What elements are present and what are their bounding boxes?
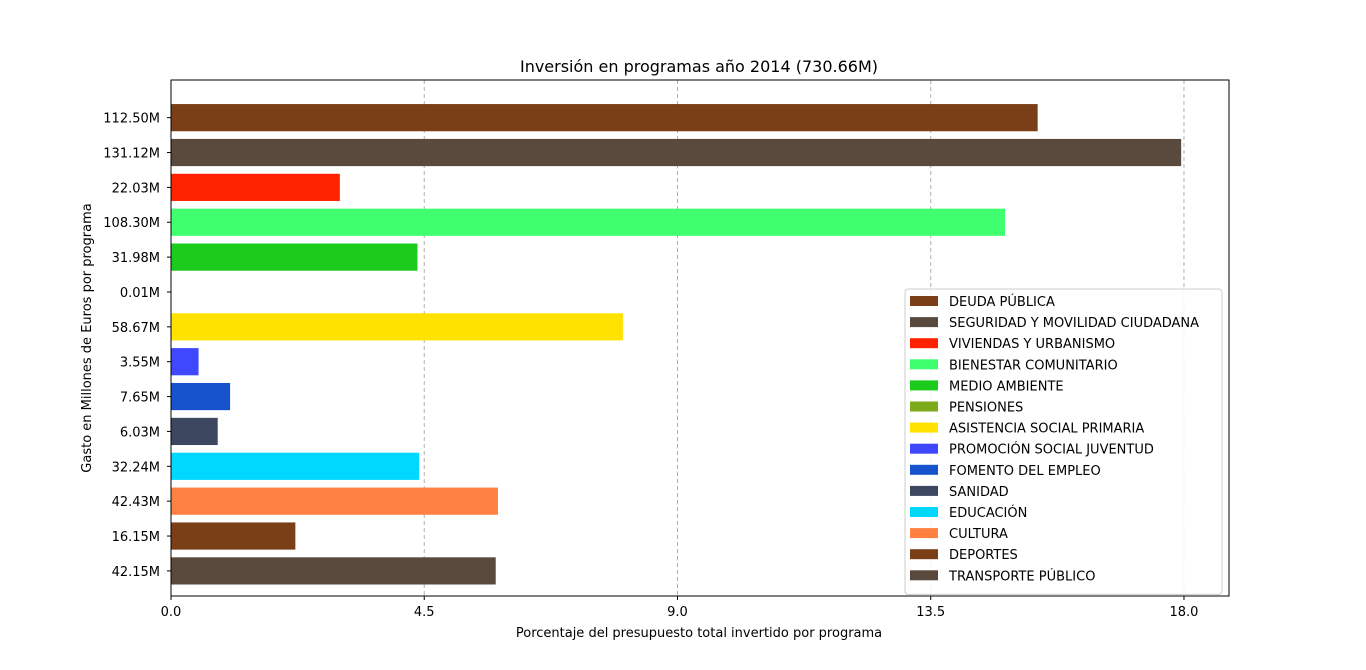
legend: DEUDA PÚBLICA SEGURIDAD Y MOVILIDAD CIUDA… (904, 288, 1223, 595)
bar (171, 557, 496, 585)
y-tick-label: 108.30M (103, 216, 160, 231)
legend-label: DEUDA PÚBLICA (949, 294, 1055, 310)
legend-label: TRANSPORTE PÚBLICO (948, 568, 1095, 584)
x-tick-label: 13.5 (916, 605, 945, 620)
x-tick-label: 0.0 (161, 605, 182, 620)
plot-frame (170, 79, 1230, 597)
legend-swatch (910, 549, 938, 560)
legend-label: BIENESTAR COMUNITARIO (949, 358, 1118, 373)
legend-label: MEDIO AMBIENTE (949, 379, 1064, 394)
bar (171, 452, 420, 480)
y-tick-label: 42.43M (112, 495, 160, 510)
legend-box (904, 288, 1223, 595)
y-tick-label: 7.65M (120, 391, 160, 406)
legend-label: SEGURIDAD Y MOVILIDAD CIUDADANA (949, 316, 1199, 331)
legend-swatch (910, 296, 938, 306)
legend-swatch (910, 359, 938, 370)
y-axis: 112.50M 131.12M 22.03M 108.30M 31.98M 0.01M 58… (103, 112, 171, 580)
y-tick-label: 42.15M (112, 565, 160, 580)
bar (171, 522, 296, 550)
y-tick-label: 0.01M (120, 286, 160, 301)
legend-swatch (910, 338, 938, 349)
legend-label: PENSIONES (949, 401, 1023, 416)
chart-title: Inversión en programas año 2014 (730.66M… (520, 57, 878, 76)
legend-label: ASISTENCIA SOCIAL PRIMARIA (949, 422, 1144, 437)
legend-label: SANIDAD (949, 485, 1009, 500)
legend-swatch (910, 317, 938, 328)
y-tick-label: 58.67M (112, 321, 160, 336)
legend-swatch (910, 464, 938, 475)
x-tick-label: 4.5 (414, 605, 435, 620)
bar (171, 208, 1006, 236)
legend-label: PROMOCIÓN SOCIAL JUVENTUD (949, 442, 1154, 458)
legend-swatch (910, 422, 938, 433)
bar (171, 348, 199, 376)
x-axis-title: Porcentaje del presupuesto total inverti… (516, 626, 882, 641)
bar (171, 313, 623, 341)
y-tick-label: 6.03M (120, 425, 160, 440)
x-axis: 0.0 4.5 9.0 13.5 18.0 (161, 596, 1199, 620)
legend-swatch (910, 528, 938, 539)
y-tick-label: 16.15M (112, 530, 160, 545)
legend-label: DEPORTES (949, 548, 1018, 563)
legend-swatch (910, 443, 938, 454)
y-tick-label: 31.98M (112, 251, 160, 266)
y-tick-label: 22.03M (112, 181, 160, 196)
y-tick-label: 131.12M (103, 147, 160, 162)
bar (171, 382, 231, 411)
legend-label: VIVIENDAS Y URBANISMO (949, 337, 1115, 352)
y-tick-label: 32.24M (112, 460, 160, 475)
bar (171, 487, 498, 515)
legend-label: EDUCACIÓN (949, 505, 1027, 521)
bar (171, 138, 1182, 167)
x-tick-label: 18.0 (1170, 605, 1199, 620)
legend-label: CULTURA (949, 527, 1008, 542)
legend-swatch (910, 380, 938, 391)
bar (171, 417, 218, 446)
y-tick-label: 3.55M (120, 356, 160, 371)
bars-layer (171, 104, 1182, 585)
bar (171, 173, 340, 201)
x-tick-label: 9.0 (667, 605, 688, 620)
legend-swatch (910, 570, 938, 581)
bar (171, 104, 1038, 132)
y-axis-title: Gasto en Millones de Euros por programa (80, 203, 95, 472)
y-tick-label: 112.50M (103, 112, 160, 127)
legend-swatch (910, 401, 938, 412)
legend-label: FOMENTO DEL EMPLEO (949, 464, 1101, 479)
legend-swatch (910, 485, 938, 496)
legend-swatch (910, 507, 938, 517)
bar (171, 243, 418, 271)
